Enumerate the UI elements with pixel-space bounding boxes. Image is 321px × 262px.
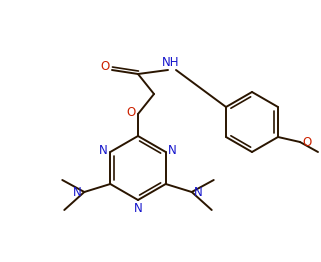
Text: NH: NH <box>162 57 180 69</box>
Text: O: O <box>126 106 136 118</box>
Text: N: N <box>99 145 108 157</box>
Text: N: N <box>134 201 143 215</box>
Text: N: N <box>194 187 203 199</box>
Text: O: O <box>100 61 110 74</box>
Text: O: O <box>302 135 312 149</box>
Text: N: N <box>168 145 177 157</box>
Text: N: N <box>73 187 82 199</box>
